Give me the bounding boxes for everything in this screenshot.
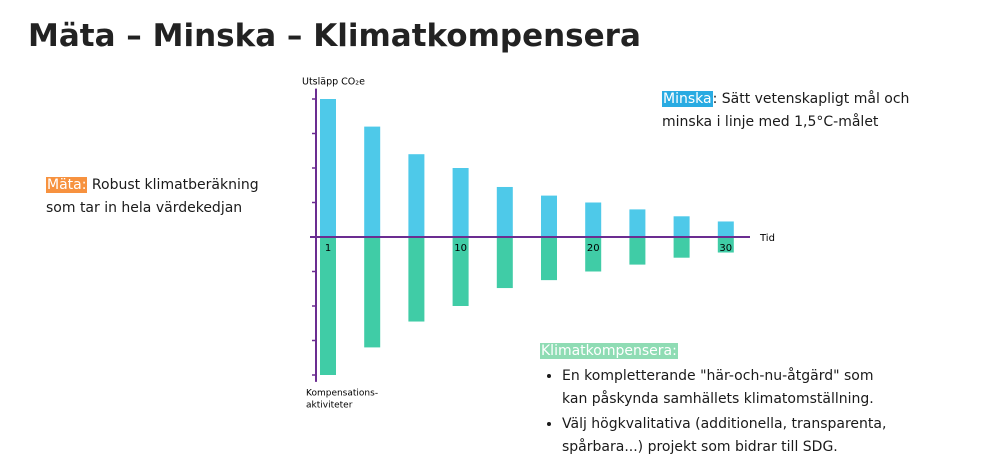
bar bbox=[452, 237, 469, 306]
bar bbox=[541, 195, 557, 237]
bullet: Välj högkvalitativa (additionella, trans… bbox=[562, 413, 900, 459]
bar bbox=[585, 202, 602, 237]
bar bbox=[717, 237, 734, 253]
bar bbox=[320, 237, 336, 375]
y-axis-label-negative: Kompensations- bbox=[306, 389, 378, 399]
bar bbox=[717, 221, 734, 237]
y-axis-label: Utsläpp CO₂e bbox=[302, 77, 365, 88]
minska-note: Minska: Sätt vetenskapligt mål och minsk… bbox=[662, 88, 922, 134]
bar bbox=[452, 168, 469, 237]
highlight: Minska bbox=[662, 91, 713, 107]
bar bbox=[629, 237, 646, 265]
bar bbox=[496, 186, 513, 237]
bar bbox=[541, 237, 557, 281]
bar bbox=[408, 154, 425, 237]
bar bbox=[320, 99, 336, 237]
bar bbox=[408, 237, 425, 322]
bar bbox=[364, 126, 381, 237]
x-tick-label: 20 bbox=[587, 243, 600, 254]
bar bbox=[673, 237, 690, 258]
bar bbox=[629, 209, 646, 237]
klimat-note: Klimatkompensera: En kompletterande "här… bbox=[540, 340, 900, 461]
bar bbox=[364, 237, 381, 348]
x-tick-label: 10 bbox=[454, 243, 467, 254]
slide-title: Mäta – Minska – Klimatkompensera bbox=[28, 18, 641, 54]
bullet-list: En kompletterande "här-och-nu-åtgärd" so… bbox=[540, 365, 900, 459]
x-axis-label: Tid bbox=[759, 233, 775, 244]
note-text: Robust klimatberäkning som tar in hela v… bbox=[46, 177, 259, 216]
x-tick-label: 1 bbox=[325, 243, 331, 254]
x-tick-label: 30 bbox=[719, 243, 732, 254]
highlight: Mäta: bbox=[46, 177, 88, 193]
bar bbox=[585, 237, 602, 272]
bullet: En kompletterande "här-och-nu-åtgärd" so… bbox=[562, 365, 900, 411]
y-axis-label-negative: aktiviteter bbox=[306, 401, 353, 411]
note-text: : Sätt vetenskapligt mål och minska i li… bbox=[662, 91, 910, 130]
mata-note: Mäta: Robust klimatberäkning som tar in … bbox=[46, 174, 271, 220]
bar bbox=[673, 216, 690, 237]
bar bbox=[496, 237, 513, 289]
highlight: Klimatkompensera: bbox=[540, 343, 678, 359]
